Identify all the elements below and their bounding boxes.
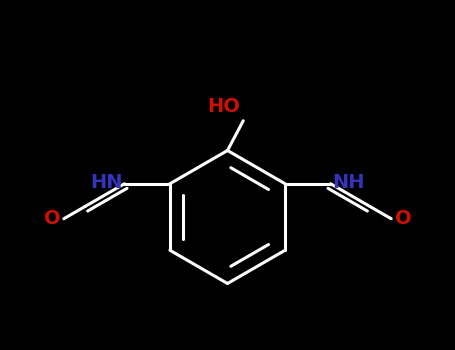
Text: O: O: [394, 209, 411, 228]
Text: O: O: [44, 209, 61, 228]
Text: HO: HO: [207, 97, 240, 116]
Text: HN: HN: [90, 173, 123, 191]
Text: NH: NH: [332, 173, 365, 191]
